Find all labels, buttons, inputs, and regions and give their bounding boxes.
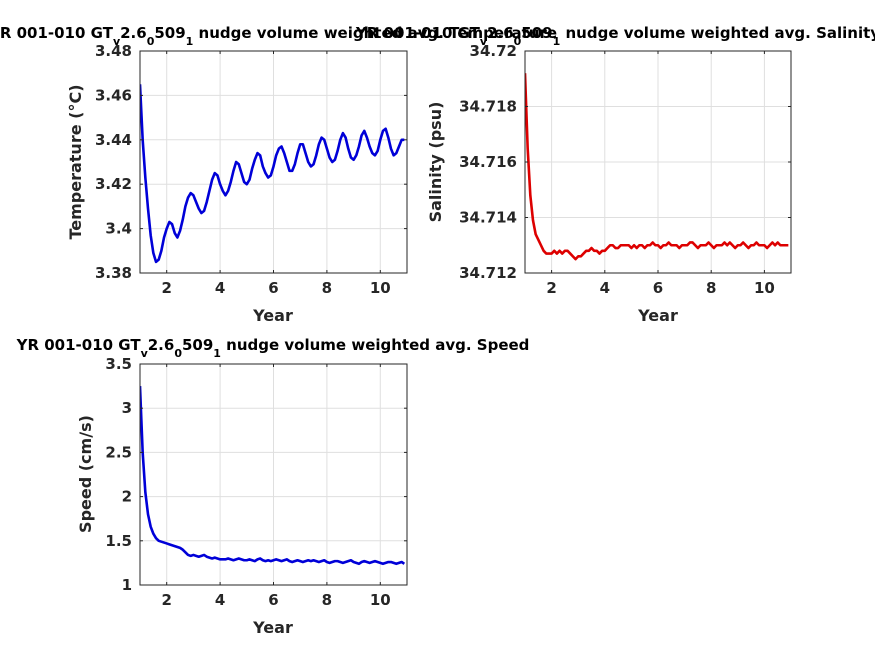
- subplot-temperature: YR 001-010 GTv2.605091 nudge volume weig…: [0, 24, 557, 325]
- x-tick-label: 2: [161, 591, 171, 609]
- y-ticks: 34.712 34.714 34.716 34.718 34.72: [459, 42, 791, 282]
- y-tick-label: 34.718: [459, 98, 517, 116]
- title-part: 1: [553, 35, 561, 48]
- title-part: 509: [521, 24, 552, 42]
- title-part: 1: [186, 35, 194, 48]
- y-tick-label: 3: [122, 399, 132, 417]
- y-tick-label: 3.42: [95, 175, 132, 193]
- title-part: 509: [182, 336, 213, 354]
- title-part: 509: [154, 24, 185, 42]
- y-axis-label: Salinity (psu): [426, 102, 445, 223]
- x-tick-label: 8: [322, 279, 332, 297]
- plot-title: YR 001-010 GTv2.605091 nudge volume weig…: [355, 24, 875, 48]
- y-tick-label: 34.714: [459, 209, 517, 227]
- plot-title: YR 001-010 GTv2.605091 nudge volume weig…: [16, 336, 530, 360]
- y-tick-label: 1.5: [105, 532, 132, 550]
- title-part: YR 001-010 GT: [16, 336, 142, 354]
- plot-title: YR 001-010 GTv2.605091 nudge volume weig…: [0, 24, 557, 48]
- x-tick-label: 6: [653, 279, 663, 297]
- y-tick-label: 34.712: [459, 264, 517, 282]
- title-part: YR 001-010 GT: [355, 24, 481, 42]
- x-tick-label: 4: [215, 279, 225, 297]
- y-ticks: 3.38 3.4 3.42 3.44 3.46 3.48: [95, 42, 407, 282]
- y-tick-label: 3.4: [105, 220, 132, 238]
- y-tick-label: 3.48: [95, 42, 132, 60]
- x-tick-label: 2: [546, 279, 556, 297]
- title-part: 2.6: [487, 24, 514, 42]
- x-ticks: 2 4 6 8 10: [161, 51, 391, 297]
- x-tick-label: 2: [161, 279, 171, 297]
- x-axis-label: Year: [637, 306, 678, 325]
- plot-area: [525, 51, 791, 273]
- subplot-salinity: YR 001-010 GTv2.605091 nudge volume weig…: [355, 24, 875, 325]
- y-axis-label: Speed (cm/s): [76, 415, 95, 533]
- title-part: 0: [174, 347, 182, 360]
- y-axis-label: Temperature (°C): [66, 84, 85, 239]
- x-ticks: 2 4 6 8 10: [546, 51, 775, 297]
- title-part: YR 001-010 GT: [0, 24, 114, 42]
- y-ticks: 1 1.5 2 2.5 3 3.5: [105, 355, 407, 594]
- title-part: v: [113, 35, 121, 48]
- x-tick-label: 4: [215, 591, 225, 609]
- y-tick-label: 3.44: [95, 131, 132, 149]
- title-part: v: [480, 35, 488, 48]
- y-tick-label: 1: [122, 576, 132, 594]
- x-tick-label: 6: [268, 591, 278, 609]
- x-tick-label: 6: [268, 279, 278, 297]
- x-tick-label: 10: [370, 279, 391, 297]
- y-tick-label: 3.38: [95, 264, 132, 282]
- title-part: 0: [147, 35, 155, 48]
- title-part: nudge volume weighted avg. Temperature: [193, 24, 557, 42]
- y-tick-label: 34.716: [459, 153, 517, 171]
- y-tick-label: 34.72: [470, 42, 517, 60]
- y-tick-label: 3.5: [105, 355, 132, 373]
- x-tick-label: 10: [370, 591, 391, 609]
- x-tick-label: 4: [600, 279, 610, 297]
- plot-area: [140, 364, 407, 585]
- series-line: [525, 73, 789, 261]
- series-line: [140, 84, 405, 264]
- x-tick-label: 10: [754, 279, 775, 297]
- x-ticks: 2 4 6 8 10: [161, 364, 391, 609]
- title-part: 1: [213, 347, 221, 360]
- y-tick-label: 2.5: [105, 443, 132, 461]
- series-line: [140, 386, 406, 566]
- title-part: nudge volume weighted avg. Salinity: [560, 24, 875, 42]
- y-tick-label: 3.46: [95, 86, 132, 104]
- title-part: v: [141, 347, 149, 360]
- title-part: 2.6: [148, 336, 175, 354]
- title-part: 0: [514, 35, 522, 48]
- x-axis-label: Year: [252, 618, 293, 637]
- subplot-speed: YR 001-010 GTv2.605091 nudge volume weig…: [16, 336, 530, 637]
- x-axis-label: Year: [252, 306, 293, 325]
- plot-area: [140, 51, 407, 273]
- y-tick-label: 2: [122, 488, 132, 506]
- x-tick-label: 8: [706, 279, 716, 297]
- title-part: 2.6: [120, 24, 147, 42]
- x-tick-label: 8: [322, 591, 332, 609]
- title-part: nudge volume weighted avg. Speed: [221, 336, 529, 354]
